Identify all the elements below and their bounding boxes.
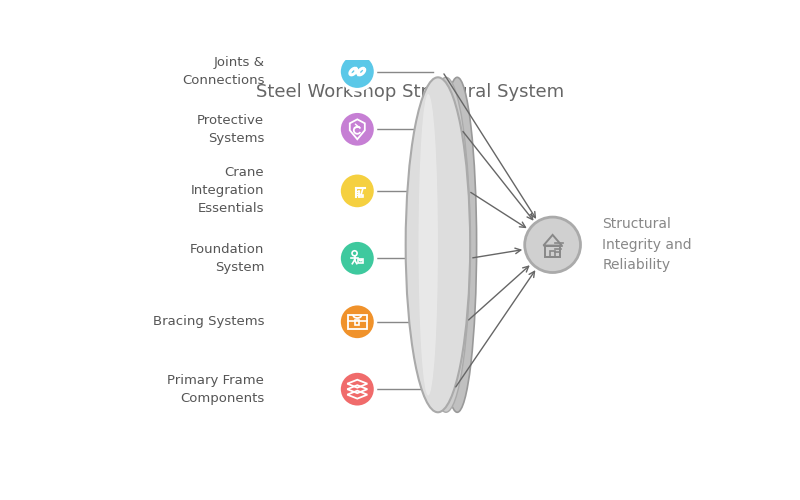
Text: Protective
Systems: Protective Systems <box>197 114 264 145</box>
Bar <box>348 314 366 329</box>
Bar <box>550 251 555 257</box>
Ellipse shape <box>418 94 438 396</box>
Text: Foundation
System: Foundation System <box>190 243 264 274</box>
Circle shape <box>339 173 375 209</box>
Circle shape <box>339 111 375 148</box>
Ellipse shape <box>438 78 477 412</box>
Text: Crane
Integration
Essentials: Crane Integration Essentials <box>191 166 264 216</box>
Text: Steel Workshop Structural System: Steel Workshop Structural System <box>256 83 564 101</box>
Text: Primary Frame
Components: Primary Frame Components <box>167 374 264 404</box>
Circle shape <box>339 240 375 277</box>
Bar <box>545 246 560 257</box>
Circle shape <box>339 54 375 90</box>
Bar <box>355 320 359 324</box>
Ellipse shape <box>406 78 470 412</box>
Ellipse shape <box>422 78 470 412</box>
Bar <box>359 194 363 198</box>
Circle shape <box>525 217 581 272</box>
Text: Structural
Integrity and
Reliability: Structural Integrity and Reliability <box>602 217 692 272</box>
Circle shape <box>339 371 375 408</box>
Circle shape <box>339 304 375 340</box>
Bar <box>358 259 363 264</box>
Text: Joints &
Connections: Joints & Connections <box>182 56 264 87</box>
Text: Bracing Systems: Bracing Systems <box>153 316 264 328</box>
